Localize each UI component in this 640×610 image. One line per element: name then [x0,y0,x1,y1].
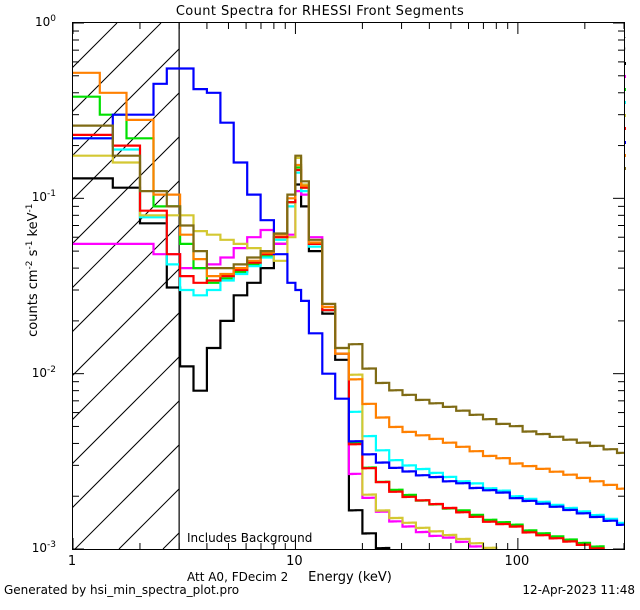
y-tick-label: 10-1 [31,189,56,205]
plot-area [73,23,624,549]
x-axis-title: Energy (keV) [308,570,392,585]
footer-generator: Generated by hsi_min_spectra_plot.pro [4,583,240,597]
y-tick-label: 10-3 [31,540,56,555]
spectrum-trace-7f [73,67,624,526]
y-tick-label: 10-2 [31,364,56,380]
y-axis-title: counts cm-2 s-1 keV-1 [24,203,42,337]
x-tick-label: 100 [504,554,530,569]
spectra-traces [73,67,624,549]
footer-timestamp: 12-Apr-2023 11:48 [522,583,635,597]
x-tick-label: 1 [67,554,77,569]
plot-annotation: Includes Background Att A0, FDecim 2 [187,506,312,610]
y-tick-label: 100 [34,14,56,29]
annotation-line-1: Includes Background [187,531,313,545]
spectrum-trace-9f [73,124,624,455]
plot-frame: Includes Background Att A0, FDecim 2 [72,22,625,584]
annotation-line-2: Att A0, FDecim 2 [187,570,289,584]
spectrum-trace-5f [73,154,498,549]
x-tick-label: 10 [286,554,303,569]
page-title: Count Spectra for RHESSI Front Segments [175,4,465,19]
axis-ticks [73,23,624,549]
